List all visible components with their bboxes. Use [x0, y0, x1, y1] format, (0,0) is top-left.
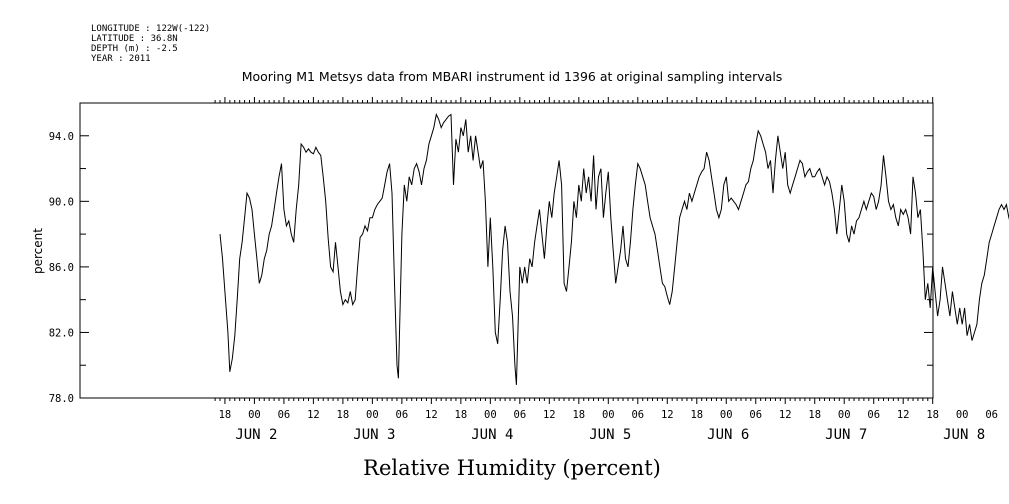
longitude-text: LONGITUDE : 122W(-122) [91, 24, 210, 34]
y-tick-label: 94.0 [49, 131, 74, 143]
date-label: JUN 3 [353, 427, 395, 443]
x-tick-label: 18 [337, 409, 350, 421]
date-label: JUN 4 [471, 427, 513, 443]
axis-ticks [80, 97, 934, 404]
x-axis-tick-labels: 18 00 06 12 18 00 06 12 18 00 06 12 18 00 06 12 18 00 06 12… [219, 409, 998, 421]
x-tick-label: 00 [720, 409, 733, 421]
x-tick-label: 06 [867, 409, 880, 421]
latitude-text: LATITUDE : 36.8N [91, 34, 178, 44]
x-axis-title: Relative Humidity (percent) [363, 456, 661, 480]
date-label: JUN 5 [589, 427, 631, 443]
x-tick-label: 00 [366, 409, 379, 421]
date-label: JUN 2 [235, 427, 277, 443]
x-tick-label: 06 [278, 409, 291, 421]
date-label: JUN 8 [943, 427, 985, 443]
x-tick-label: 18 [572, 409, 585, 421]
y-axis-label: percent [31, 228, 45, 274]
date-label: JUN 7 [825, 427, 867, 443]
x-tick-label: 00 [956, 409, 969, 421]
x-tick-label: 18 [455, 409, 468, 421]
chart-title: Mooring M1 Metsys data from MBARI instru… [242, 69, 783, 84]
x-tick-label: 12 [779, 409, 792, 421]
x-tick-label: 06 [514, 409, 527, 421]
date-label: JUN 6 [707, 427, 749, 443]
x-tick-label: 06 [396, 409, 409, 421]
y-tick-label: 86.0 [49, 262, 74, 274]
x-tick-label: 00 [838, 409, 851, 421]
plot-frame [79, 102, 934, 399]
x-tick-label: 12 [425, 409, 438, 421]
x-tick-label: 00 [248, 409, 261, 421]
y-tick-label: 82.0 [49, 327, 74, 339]
x-tick-label: 00 [602, 409, 615, 421]
x-tick-label: 12 [543, 409, 556, 421]
x-tick-label: 12 [661, 409, 674, 421]
x-tick-label: 12 [307, 409, 320, 421]
x-tick-label: 12 [897, 409, 910, 421]
y-tick-label: 78.0 [49, 393, 74, 405]
x-tick-label: 06 [631, 409, 644, 421]
y-tick-label: 90.0 [49, 196, 74, 208]
year-text: YEAR : 2011 [91, 54, 151, 64]
x-tick-label: 18 [926, 409, 939, 421]
x-tick-label: 06 [749, 409, 762, 421]
y-axis-tick-labels: 78.0 82.0 86.0 90.0 94.0 [49, 131, 74, 405]
x-tick-label: 18 [219, 409, 232, 421]
location-metadata: LONGITUDE : 122W(-122) LATITUDE : 36.8N … [91, 24, 210, 64]
x-tick-label: 06 [985, 409, 998, 421]
x-tick-label: 18 [690, 409, 703, 421]
depth-text: DEPTH (m) : -2.5 [91, 44, 178, 54]
series-line [219, 112, 1009, 385]
x-tick-label: 00 [484, 409, 497, 421]
x-tick-label: 18 [808, 409, 821, 421]
